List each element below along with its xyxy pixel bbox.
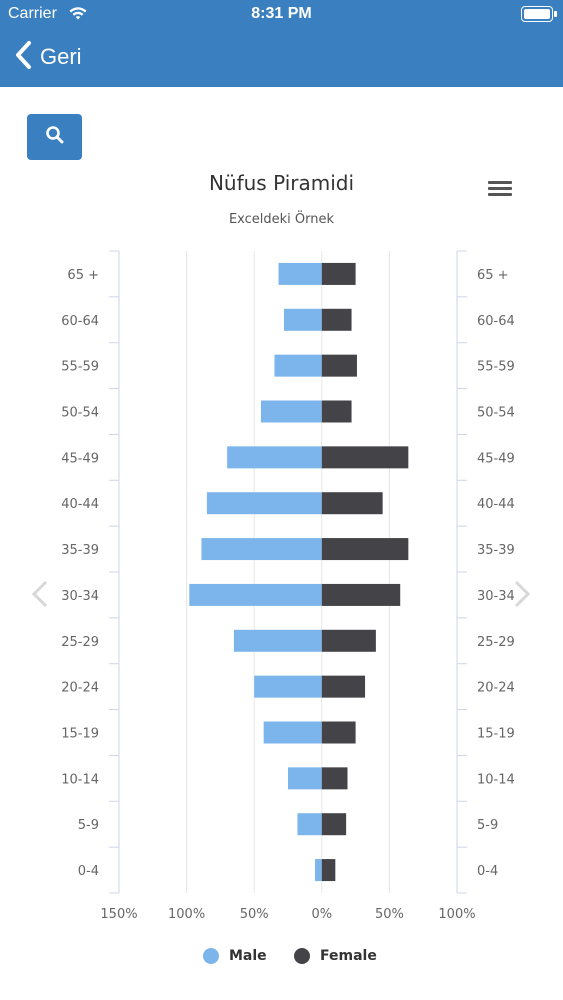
legend-female-marker bbox=[294, 948, 310, 964]
chevron-right-icon bbox=[512, 580, 532, 612]
category-label-left: 45-49 bbox=[61, 451, 99, 466]
female-bar bbox=[321, 767, 348, 790]
female-bar bbox=[321, 308, 352, 331]
category-label-left: 5-9 bbox=[78, 818, 99, 833]
x-tick-label: 100% bbox=[438, 907, 475, 922]
category-label-right: 55-59 bbox=[477, 360, 515, 375]
female-bar bbox=[321, 400, 352, 423]
male-bar bbox=[227, 446, 322, 469]
category-label-left: 55-59 bbox=[61, 360, 99, 375]
category-label-right: 50-54 bbox=[477, 406, 515, 421]
female-bar bbox=[321, 859, 336, 882]
category-label-right: 25-29 bbox=[477, 635, 515, 650]
male-bar bbox=[201, 538, 322, 561]
female-bar bbox=[321, 583, 401, 606]
male-bar bbox=[263, 721, 322, 744]
male-bar bbox=[260, 400, 322, 423]
legend-item-female[interactable]: Female bbox=[294, 948, 377, 964]
population-pyramid-chart: 65 + 65 + 60-64 60-64 55-59 55-59 50-54 50-54 45… bbox=[61, 250, 515, 922]
male-bar bbox=[233, 629, 322, 652]
category-label-right: 45-49 bbox=[477, 451, 515, 466]
category-label-left: 0-4 bbox=[78, 864, 99, 879]
back-label: Geri bbox=[40, 44, 82, 69]
category-label-left: 35-39 bbox=[61, 543, 99, 558]
x-tick-label: 50% bbox=[240, 907, 269, 922]
male-bar bbox=[288, 767, 322, 790]
category-label-right: 35-39 bbox=[477, 543, 515, 558]
female-bar bbox=[321, 813, 347, 836]
category-label-left: 60-64 bbox=[61, 314, 99, 329]
category-label-left: 10-14 bbox=[61, 772, 99, 787]
search-button[interactable] bbox=[27, 114, 82, 160]
x-tick-label: 0% bbox=[311, 907, 332, 922]
legend-female-label: Female bbox=[320, 948, 377, 964]
category-label-right: 15-19 bbox=[477, 727, 515, 742]
category-label-right: 40-44 bbox=[477, 497, 515, 512]
female-bar bbox=[321, 538, 409, 561]
male-bar bbox=[283, 308, 322, 331]
female-bar bbox=[321, 492, 383, 515]
category-label-right: 60-64 bbox=[477, 314, 515, 329]
wifi-icon bbox=[68, 6, 88, 25]
category-label-left: 50-54 bbox=[61, 406, 99, 421]
female-bar bbox=[321, 629, 376, 652]
female-bar bbox=[321, 446, 409, 469]
carrier-label: Carrier bbox=[8, 5, 57, 22]
prev-chart-button[interactable] bbox=[30, 580, 50, 612]
category-label-left: 40-44 bbox=[61, 497, 99, 512]
male-bar bbox=[297, 813, 322, 836]
female-bar bbox=[321, 262, 356, 285]
search-icon bbox=[45, 125, 65, 149]
category-label-right: 0-4 bbox=[477, 864, 498, 879]
next-chart-button[interactable] bbox=[512, 580, 532, 612]
legend-item-male[interactable]: Male bbox=[203, 948, 267, 964]
back-button[interactable]: Geri bbox=[14, 41, 82, 73]
battery-icon bbox=[521, 6, 557, 22]
category-label-left: 65 + bbox=[67, 268, 99, 283]
male-bar bbox=[189, 583, 322, 606]
female-bar bbox=[321, 721, 356, 744]
category-label-left: 25-29 bbox=[61, 635, 99, 650]
category-label-right: 5-9 bbox=[477, 818, 498, 833]
female-bar bbox=[321, 354, 357, 377]
chevron-left-icon bbox=[30, 580, 50, 612]
x-tick-label: 150% bbox=[100, 907, 137, 922]
header-bar: Carrier 8:31 PM Geri bbox=[0, 0, 563, 87]
chart-subtitle: Exceldeki Örnek bbox=[228, 212, 335, 227]
category-label-right: 10-14 bbox=[477, 772, 515, 787]
female-bar bbox=[321, 675, 366, 698]
menu-icon bbox=[488, 181, 512, 184]
x-tick-label: 100% bbox=[168, 907, 205, 922]
clock: 8:31 PM bbox=[251, 5, 312, 22]
male-bar bbox=[315, 859, 322, 882]
male-bar bbox=[206, 492, 322, 515]
x-tick-label: 50% bbox=[375, 907, 404, 922]
category-label-right: 20-24 bbox=[477, 681, 515, 696]
category-label-right: 65 + bbox=[477, 268, 509, 283]
category-label-right: 30-34 bbox=[477, 589, 515, 604]
legend-male-marker bbox=[203, 948, 219, 964]
chart-title: Nüfus Piramidi bbox=[208, 171, 355, 195]
legend-male-label: Male bbox=[229, 948, 267, 964]
chart-legend: Male Female bbox=[0, 948, 563, 970]
male-bar bbox=[274, 354, 322, 377]
male-bar bbox=[278, 262, 322, 285]
category-label-left: 20-24 bbox=[61, 681, 99, 696]
category-label-left: 30-34 bbox=[61, 589, 99, 604]
chevron-left-icon bbox=[14, 40, 32, 74]
category-label-left: 15-19 bbox=[61, 727, 99, 742]
chart-menu-button[interactable] bbox=[486, 178, 514, 202]
status-bar: Carrier 8:31 PM bbox=[0, 0, 563, 30]
male-bar bbox=[254, 675, 322, 698]
